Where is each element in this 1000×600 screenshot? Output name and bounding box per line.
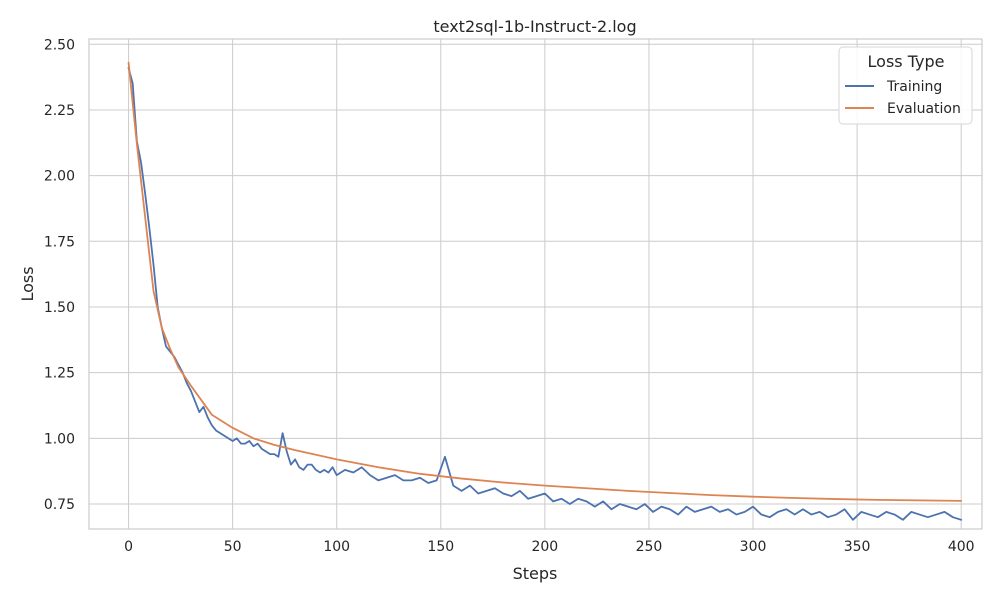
legend-label-training: Training — [886, 79, 942, 95]
y-axis-label: Loss — [18, 266, 37, 301]
x-tick-label: 100 — [323, 539, 350, 555]
legend-title: Loss Type — [868, 52, 945, 71]
x-tick-label: 400 — [948, 539, 975, 555]
x-axis-label: Steps — [513, 564, 558, 583]
legend: Loss Type Training Evaluation — [838, 46, 973, 125]
series-layer — [127, 61, 963, 521]
y-tick-label: 2.00 — [44, 169, 75, 185]
y-tick-label: 1.00 — [44, 431, 75, 447]
training-loss-line — [127, 67, 963, 521]
legend-label-evaluation: Evaluation — [887, 101, 961, 117]
x-tick-label: 150 — [427, 539, 454, 555]
y-tick-label: 2.50 — [44, 37, 75, 53]
y-tick-label: 0.75 — [44, 497, 75, 513]
x-tick-label: 300 — [740, 539, 767, 555]
evaluation-loss-line — [127, 61, 963, 502]
legend-box — [838, 46, 973, 125]
x-tick-label: 50 — [224, 539, 242, 555]
y-tick-label: 1.25 — [44, 366, 75, 382]
x-tick-label: 0 — [124, 539, 133, 555]
y-tick-label: 2.25 — [44, 103, 75, 119]
x-tick-label: 200 — [531, 539, 558, 555]
y-tick-label: 1.50 — [44, 300, 75, 316]
x-tick-label: 350 — [844, 539, 871, 555]
tick-labels: 0 50 100 150 200 250 300 350 400 0.75 1.00 1.25 1.50… — [44, 37, 975, 555]
x-tick-label: 250 — [636, 539, 663, 555]
chart-title: text2sql-1b-Instruct-2.log — [433, 17, 636, 36]
plot-frame — [88, 38, 983, 530]
y-tick-label: 1.75 — [44, 234, 75, 250]
